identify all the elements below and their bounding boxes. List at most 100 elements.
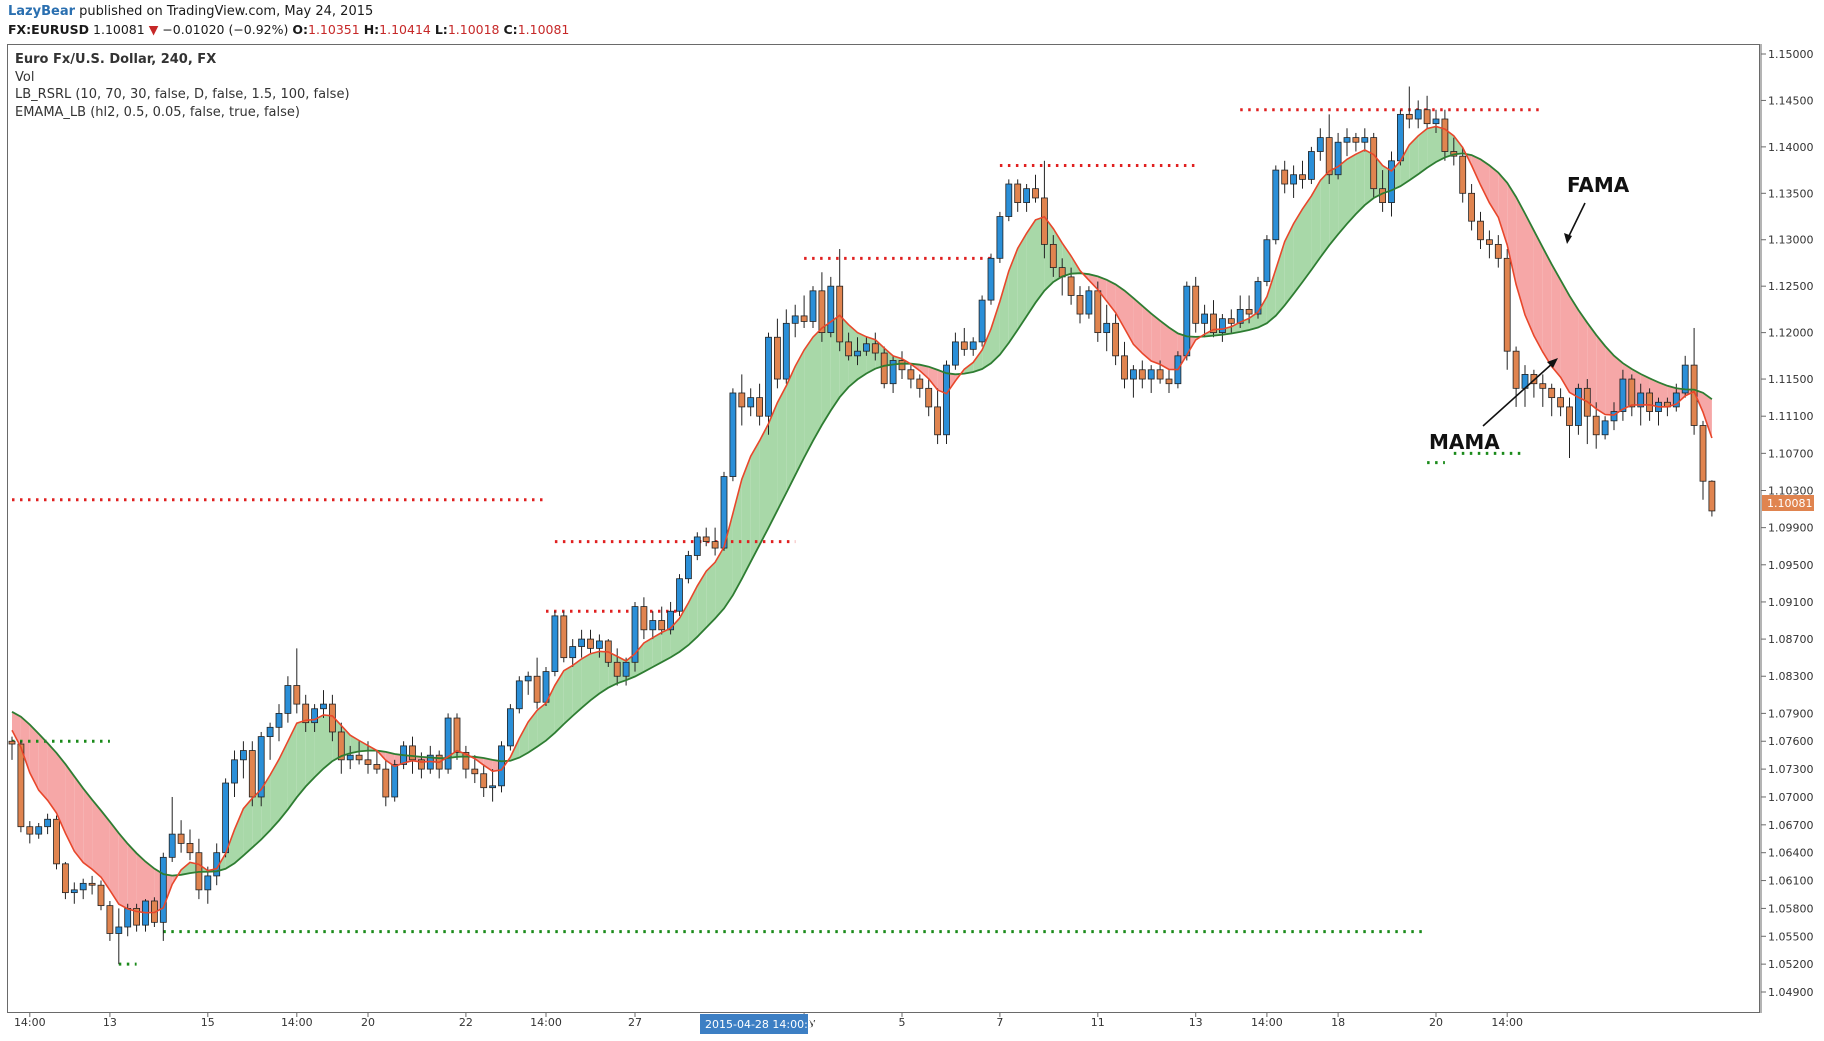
candle-down (702, 536, 710, 542)
candle-down (106, 905, 114, 934)
candle-up (747, 397, 755, 408)
candle-down (1468, 192, 1475, 222)
price-tick-label: 1.08700 (1768, 633, 1814, 646)
candle-up (854, 350, 861, 357)
candle-up (1183, 285, 1191, 357)
candle-up (1263, 239, 1271, 282)
candle-down (1032, 188, 1039, 199)
cloud-segment (928, 366, 938, 390)
candle-down (774, 336, 781, 380)
author-link[interactable]: LazyBear (8, 4, 76, 19)
candle-up (266, 726, 274, 738)
price-tick-label: 1.09900 (1768, 522, 1814, 535)
time-tick-label: 14:00 (1251, 1016, 1283, 1029)
candle-down (1112, 322, 1119, 357)
cloud-segment (109, 821, 119, 905)
cloud-segment (697, 571, 707, 637)
candle-up (311, 708, 319, 724)
cloud-segment (1498, 172, 1508, 245)
candle-up (44, 818, 51, 828)
cloud-segment (964, 362, 974, 374)
candle-up (1361, 137, 1369, 143)
candle-down (587, 638, 594, 649)
candle-down (1227, 318, 1235, 324)
time-tick-label: 13 (103, 1016, 117, 1029)
cloud-segment (483, 758, 493, 772)
candle-up (1397, 113, 1404, 162)
candle-down (1299, 174, 1306, 180)
candle-up (70, 889, 78, 894)
cloud-segment (750, 440, 760, 562)
cloud-segment (314, 714, 324, 778)
candle-up (346, 754, 354, 761)
candle-down (1423, 109, 1431, 125)
candle-up (204, 875, 212, 891)
mama-arrow-icon (1547, 358, 1558, 368)
cloud-segment (1658, 382, 1668, 407)
candle-up (275, 712, 283, 728)
candle-down (1121, 355, 1128, 380)
annotations: FAMA MAMA (1429, 173, 1630, 454)
candle-down (1379, 188, 1386, 203)
cloud-segment (127, 843, 137, 912)
candle-down (1370, 137, 1378, 190)
candle-down (373, 764, 381, 770)
price-axis[interactable]: 1.15000 1.14500 1.14000 1.13500 1.13000 1.125… (1760, 44, 1814, 1013)
cloud-segment (1151, 313, 1161, 365)
chart-frame[interactable] (7, 44, 1760, 1013)
cloud-segment (724, 513, 733, 609)
cloud-segment (279, 741, 288, 821)
cloud-segment (786, 366, 796, 493)
candle-up (1601, 420, 1609, 436)
candle-down (1494, 243, 1502, 259)
cloud-segment (1471, 155, 1481, 185)
cloud-segment (136, 853, 146, 913)
candle-up (809, 290, 817, 322)
candle-up (320, 703, 327, 710)
candle-up (1005, 183, 1013, 217)
cloud-segment (1160, 320, 1169, 370)
candle-down (1245, 308, 1253, 315)
cloud-segment (270, 759, 279, 831)
price-tick-label: 1.13000 (1768, 234, 1814, 247)
candle-up (222, 782, 230, 854)
cloud-segment (1587, 322, 1597, 409)
time-axis[interactable]: 14:00131514:00202214:0027May57111314:001… (14, 1013, 1523, 1029)
cloud-segment (688, 585, 698, 646)
candle-down (1352, 137, 1360, 143)
cloud-segment (1453, 135, 1463, 155)
candle-up (765, 336, 772, 417)
candle-down (934, 406, 941, 436)
candle-down (471, 768, 479, 775)
symbol-label[interactable]: FX:EURUSD (8, 22, 90, 37)
candle-up (996, 216, 1004, 259)
price-tick-label: 1.05500 (1768, 930, 1814, 943)
candle-up (622, 661, 630, 677)
fama-line (11, 152, 1713, 877)
candle-down (1041, 197, 1048, 245)
cloud-segment (74, 776, 84, 863)
price-tick-label: 1.07900 (1768, 707, 1814, 720)
down-arrow-icon: ▼ (148, 22, 159, 37)
candle-down (248, 750, 256, 798)
cloud-segment (1703, 392, 1712, 439)
cloud-segment (1355, 149, 1365, 215)
candle-down (640, 606, 648, 631)
cloud-segment (1418, 128, 1428, 175)
candle-down (8, 740, 16, 745)
candle-up (1219, 318, 1226, 334)
time-tick-label: 5 (899, 1016, 906, 1029)
cloud-segment (47, 743, 57, 813)
cloud-segment (243, 798, 253, 856)
cloud-segment (1320, 171, 1330, 258)
cloud-segment (741, 456, 751, 579)
legend-title: Euro Fx/U.S. Dollar, 240, FX (15, 52, 217, 67)
cloud-segment (1569, 295, 1579, 398)
candle-up (889, 360, 897, 385)
cloud-segment (1275, 241, 1285, 316)
cloud-segment (181, 862, 190, 875)
cloud-segment (572, 658, 582, 716)
candle-up (578, 638, 585, 647)
candle-down (560, 615, 568, 659)
